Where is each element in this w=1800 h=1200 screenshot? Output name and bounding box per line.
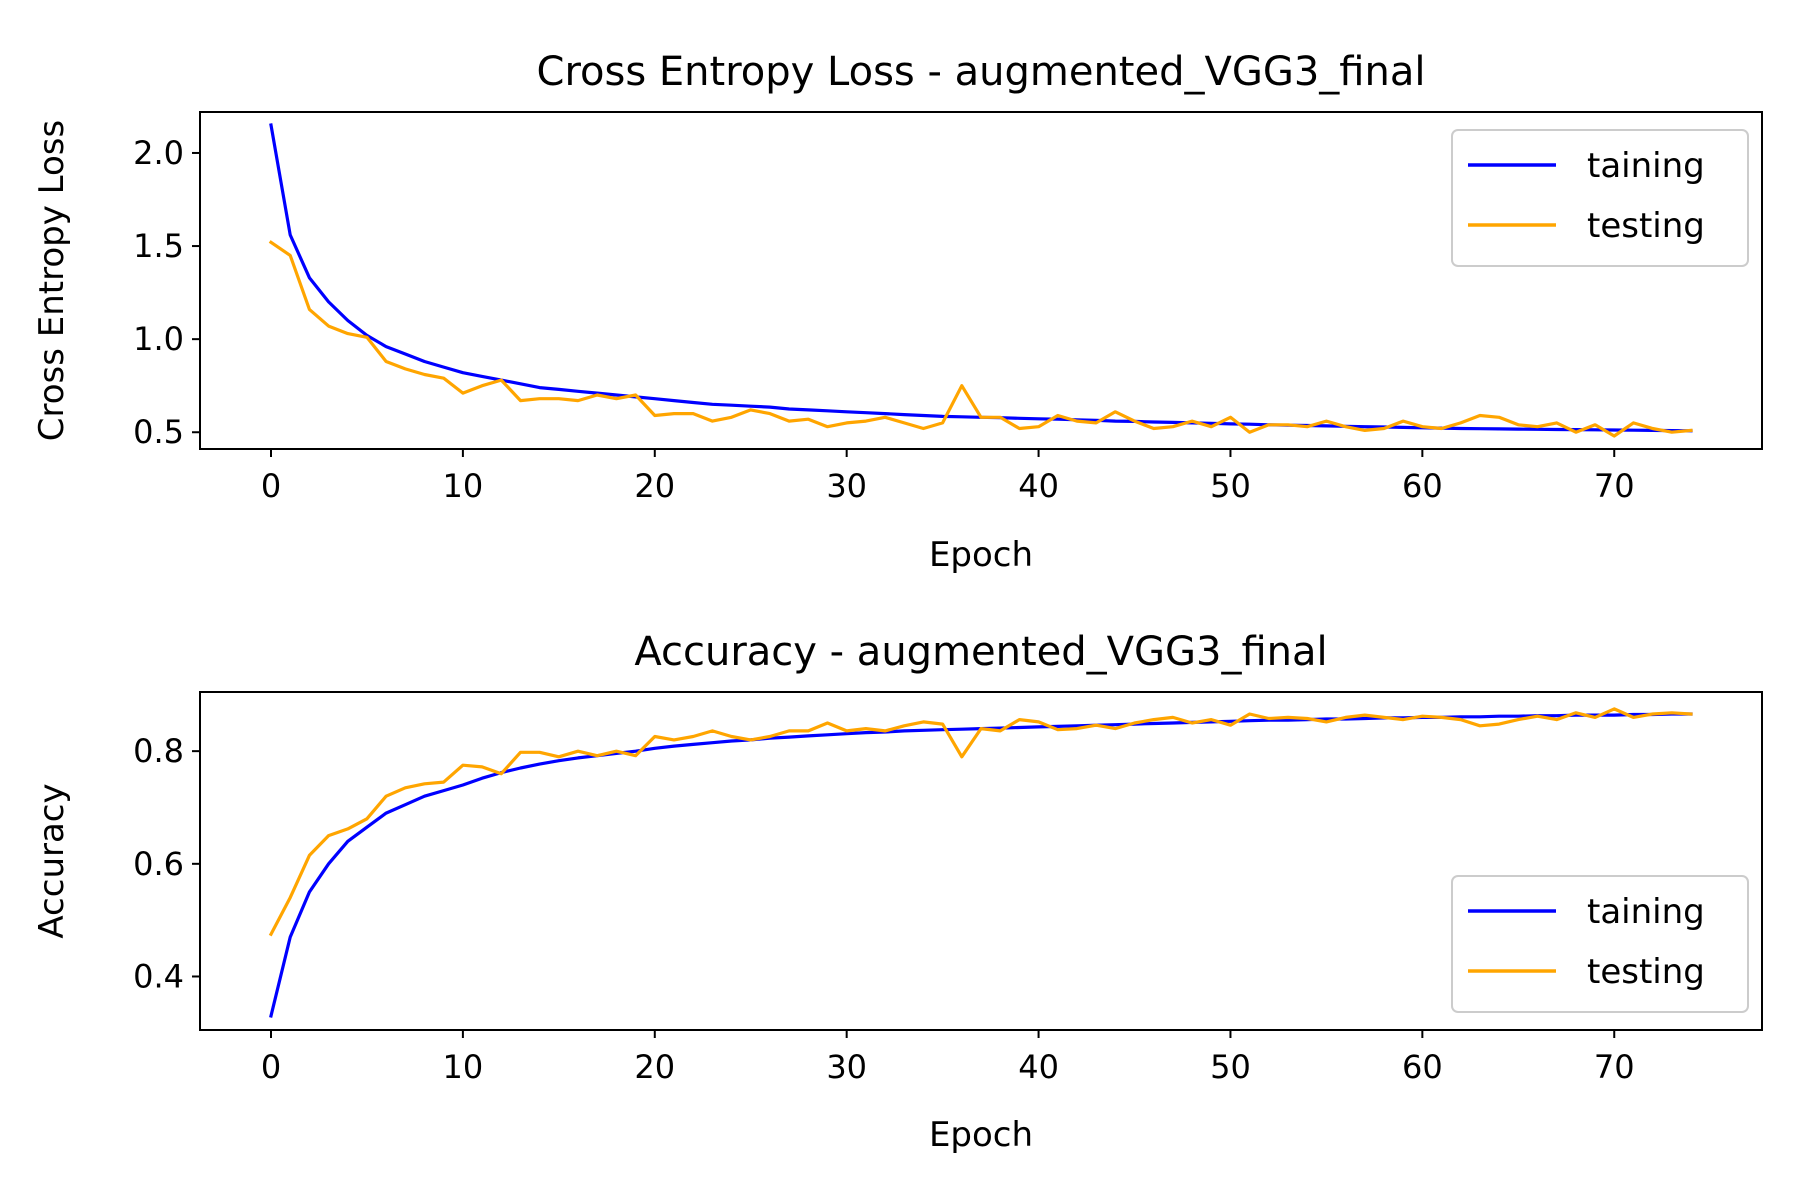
y-tick-label: 2.0 bbox=[133, 134, 184, 172]
x-tick-label: 70 bbox=[1594, 467, 1635, 505]
axes-frame bbox=[199, 691, 1763, 1031]
x-tick-label: 20 bbox=[634, 1048, 675, 1086]
legend-label: testing bbox=[1587, 952, 1705, 992]
chart-0: Cross Entropy Loss - augmented_VGG3_fina… bbox=[32, 49, 1763, 575]
charts-root: Cross Entropy Loss - augmented_VGG3_fina… bbox=[32, 49, 1763, 1155]
y-tick-label: 0.5 bbox=[133, 413, 184, 451]
x-tick-label: 40 bbox=[1018, 467, 1059, 505]
y-axis-label: Accuracy bbox=[32, 783, 72, 938]
chart-title: Accuracy - augmented_VGG3_final bbox=[634, 629, 1327, 675]
x-tick-label: 50 bbox=[1210, 467, 1251, 505]
x-tick-label: 0 bbox=[261, 467, 281, 505]
x-tick-label: 40 bbox=[1018, 1048, 1059, 1086]
legend-label: testing bbox=[1587, 206, 1705, 246]
y-axis-label: Cross Entropy Loss bbox=[32, 120, 72, 442]
x-tick-label: 0 bbox=[261, 1048, 281, 1086]
y-tick-label: 0.6 bbox=[133, 845, 184, 883]
x-tick-label: 30 bbox=[826, 467, 867, 505]
x-tick-label: 10 bbox=[443, 1048, 484, 1086]
y-tick-label: 0.4 bbox=[133, 957, 184, 995]
x-tick-label: 50 bbox=[1210, 1048, 1251, 1086]
legend: taining testing bbox=[1451, 129, 1749, 267]
legend: taining testing bbox=[1451, 875, 1749, 1013]
legend-label: taining bbox=[1587, 892, 1705, 932]
legend-label: taining bbox=[1587, 146, 1705, 186]
chart-1: Accuracy - augmented_VGG3_final 0 10 20 30 40… bbox=[32, 629, 1763, 1155]
y-tick-label: 0.8 bbox=[133, 732, 184, 770]
y-tick-label: 1.0 bbox=[133, 320, 184, 358]
x-tick-label: 10 bbox=[443, 467, 484, 505]
series-group bbox=[268, 707, 1693, 1018]
series-line-testing bbox=[268, 240, 1693, 438]
x-tick-label: 60 bbox=[1402, 1048, 1443, 1086]
series-group bbox=[268, 123, 1693, 438]
x-axis-label: Epoch bbox=[929, 535, 1033, 575]
x-axis-label: Epoch bbox=[929, 1115, 1033, 1155]
x-tick-label: 70 bbox=[1594, 1048, 1635, 1086]
x-tick-label: 20 bbox=[634, 467, 675, 505]
x-tick-label: 60 bbox=[1402, 467, 1443, 505]
y-tick-label: 1.5 bbox=[133, 227, 184, 265]
x-tick-label: 30 bbox=[826, 1048, 867, 1086]
chart-title: Cross Entropy Loss - augmented_VGG3_fina… bbox=[537, 49, 1426, 95]
axes-frame bbox=[199, 111, 1763, 450]
series-line-testing bbox=[268, 707, 1693, 937]
